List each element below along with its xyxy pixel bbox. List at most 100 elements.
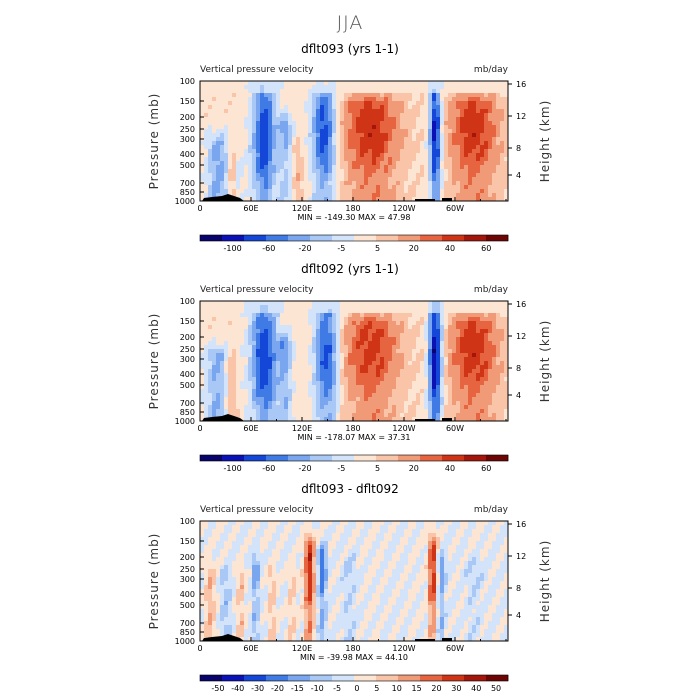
heatmap-cell — [356, 353, 361, 358]
heatmap-cell — [468, 133, 473, 138]
heatmap-cell — [440, 361, 445, 366]
heatmap-cell — [320, 105, 325, 110]
heatmap-cell — [452, 89, 457, 94]
heatmap-cell — [276, 177, 281, 182]
heatmap-cell — [432, 305, 437, 310]
variable-label: Vertical pressure velocity — [200, 65, 314, 75]
heatmap-cell — [332, 185, 337, 190]
heatmap-cell — [320, 357, 325, 362]
heatmap-cell — [436, 397, 441, 402]
heatmap-cell — [452, 353, 457, 358]
heatmap-cell — [504, 325, 509, 330]
heatmap-cell — [292, 153, 297, 158]
heatmap-cell — [272, 169, 277, 174]
heatmap-cell — [260, 365, 265, 370]
heatmap-cell — [224, 173, 229, 178]
heatmap-cell — [364, 157, 369, 162]
heatmap-cell — [424, 381, 429, 386]
heatmap-cell — [372, 173, 377, 178]
heatmap-cell — [500, 345, 505, 350]
heatmap-cell — [396, 149, 401, 154]
y2-tick-label: 4 — [516, 391, 521, 400]
heatmap-cell — [456, 313, 461, 318]
heatmap-cell — [216, 621, 221, 626]
heatmap-cell — [240, 413, 245, 418]
heatmap-cell — [224, 393, 229, 398]
heatmap-cell — [288, 117, 293, 122]
heatmap-cell — [324, 357, 329, 362]
heatmap-cell — [316, 337, 321, 342]
heatmap-cell — [324, 373, 329, 378]
heatmap-cell — [328, 317, 333, 322]
heatmap-cell — [200, 549, 205, 554]
heatmap-cell — [256, 365, 261, 370]
heatmap-cell — [484, 129, 489, 134]
heatmap-cell — [288, 177, 293, 182]
heatmap-cell — [488, 393, 493, 398]
heatmap-cell — [244, 333, 249, 338]
heatmap-cell — [364, 317, 369, 322]
heatmap-cell — [372, 405, 377, 410]
heatmap-cell — [284, 413, 289, 418]
heatmap-cell — [464, 341, 469, 346]
heatmap-cell — [376, 193, 381, 198]
heatmap-cell — [384, 105, 389, 110]
heatmap-cell — [352, 165, 357, 170]
heatmap-cell — [452, 377, 457, 382]
heatmap-cell — [208, 169, 213, 174]
heatmap-cell — [444, 389, 449, 394]
heatmap-cell — [412, 165, 417, 170]
heatmap-cell — [276, 117, 281, 122]
heatmap-cell — [312, 113, 317, 118]
heatmap-cell — [404, 133, 409, 138]
heatmap-cell — [404, 333, 409, 338]
heatmap-cell — [236, 341, 241, 346]
heatmap-cell — [408, 197, 413, 202]
y-tick-label: 150 — [180, 317, 195, 326]
heatmap-cell — [328, 173, 333, 178]
heatmap-cell — [380, 165, 385, 170]
heatmap-cell — [492, 137, 497, 142]
heatmap-cell — [244, 381, 249, 386]
heatmap-cell — [384, 409, 389, 414]
heatmap-cell — [416, 393, 421, 398]
heatmap-cell — [400, 113, 405, 118]
heatmap-cell — [444, 361, 449, 366]
heatmap-cell — [264, 381, 269, 386]
heatmap-cell — [200, 353, 205, 358]
heatmap-cell — [336, 145, 341, 150]
heatmap-cell — [308, 349, 313, 354]
heatmap-cell — [500, 149, 505, 154]
heatmap-cell — [492, 417, 497, 422]
heatmap-cell — [268, 385, 273, 390]
heatmap-cell — [504, 101, 509, 106]
heatmap-cell — [296, 417, 301, 422]
heatmap-cell — [420, 181, 425, 186]
heatmap-cell — [260, 109, 265, 114]
heatmap-cell — [216, 325, 221, 330]
heatmap-cell — [280, 129, 285, 134]
heatmap-cell — [452, 341, 457, 346]
heatmap-cell — [316, 401, 321, 406]
heatmap-cell — [252, 105, 257, 110]
heatmap-cell — [456, 81, 461, 86]
heatmap-cell — [304, 129, 309, 134]
x-tick-label: 120W — [392, 424, 415, 433]
heatmap-cell — [496, 129, 501, 134]
heatmap-cell — [448, 117, 453, 122]
heatmap-cell — [292, 197, 297, 202]
heatmap-cell — [228, 177, 233, 182]
heatmap-cell — [244, 173, 249, 178]
heatmap-cell — [456, 409, 461, 414]
heatmap-cell — [320, 309, 325, 314]
heatmap-cell — [292, 369, 297, 374]
heatmap-cell — [336, 365, 341, 370]
heatmap-cell — [220, 149, 225, 154]
heatmap-cell — [324, 325, 329, 330]
heatmap-cell — [464, 317, 469, 322]
heatmap-cell — [480, 197, 485, 202]
y2-tick-label: 16 — [516, 300, 526, 309]
heatmap-cell — [488, 165, 493, 170]
heatmap-cell — [476, 97, 481, 102]
heatmap-cell — [416, 349, 421, 354]
